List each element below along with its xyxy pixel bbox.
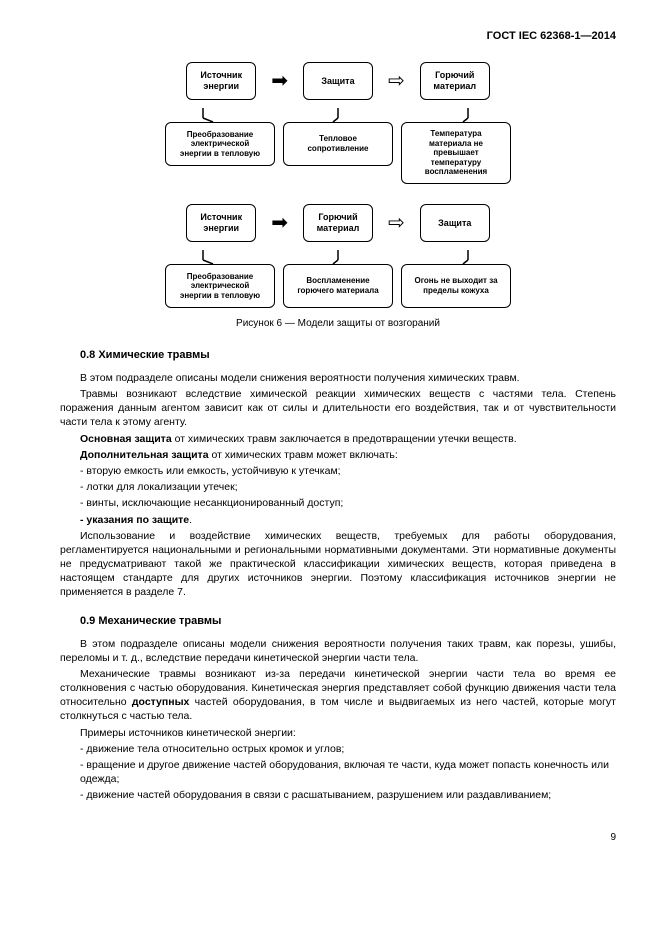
- arrow-solid-icon: ➡: [271, 213, 288, 233]
- d1-desc-source: Преобразование электрической энергии в т…: [165, 122, 275, 166]
- d2-desc-protection: Огонь не выходит за пределы кожуха: [401, 264, 511, 308]
- sec09-p1: В этом подразделе описаны модели снижени…: [60, 637, 616, 665]
- d2-node-source: Источник энергии: [186, 204, 256, 242]
- sec09-li1: - движение тела относительно острых кром…: [80, 742, 616, 756]
- page: ГОСТ IEC 62368-1—2014 Источник энергии ➡…: [0, 0, 661, 863]
- d1-node-material: Горючий материал: [420, 62, 490, 100]
- d1-node-source: Источник энергии: [186, 62, 256, 100]
- sec08-li4-bold: - указания по защите: [80, 514, 189, 526]
- section-09-title: 0.9 Механические травмы: [80, 615, 616, 627]
- figure-caption: Рисунок 6 — Модели защиты от возгораний: [60, 318, 616, 329]
- sec09-li3: - движение частей оборудования в связи с…: [80, 788, 616, 802]
- arrow-hollow-icon: ⇨: [388, 71, 405, 91]
- diagram-2: Источник энергии ➡ Горючий материал ⇨ За…: [60, 204, 616, 308]
- sec09-p2: Механические травмы возникают из-за пере…: [60, 667, 616, 724]
- d2-desc-source: Преобразование электрической энергии в т…: [165, 264, 275, 308]
- connector-lines: [158, 108, 518, 122]
- accessible-label: доступных: [132, 696, 190, 708]
- diagram-1: Источник энергии ➡ Защита ⇨ Горючий мате…: [60, 62, 616, 184]
- sec08-p3-text: от химических травм заключается в предот…: [172, 433, 517, 445]
- sec08-li1: - вторую емкость или емкость, устойчивую…: [80, 464, 616, 478]
- sec08-p3: Основная защита от химических травм закл…: [60, 432, 616, 446]
- sec08-p5: Использование и воздействие химических в…: [60, 529, 616, 600]
- d2-node-material: Горючий материал: [303, 204, 373, 242]
- sec09-li2: - вращение и другое движение частей обор…: [80, 758, 616, 786]
- arrow-solid-icon: ➡: [271, 71, 288, 91]
- d1-node-protection: Защита: [303, 62, 373, 100]
- page-number: 9: [60, 832, 616, 843]
- section-08-title: 0.8 Химические травмы: [80, 349, 616, 361]
- d1-desc-material: Температура материала не превышает темпе…: [401, 122, 511, 184]
- additional-protection-label: Дополнительная защита: [80, 449, 209, 461]
- sec09-p3: Примеры источников кинетической энергии:: [60, 726, 616, 740]
- sec08-li2: - лотки для локализации утечек;: [80, 480, 616, 494]
- d2-desc-material: Воспламенение горючего материала: [283, 264, 393, 308]
- sec08-li4: - указания по защите.: [80, 513, 616, 527]
- d2-node-protection: Защита: [420, 204, 490, 242]
- basic-protection-label: Основная защита: [80, 433, 172, 445]
- sec08-p4-text: от химических травм может включать:: [209, 449, 398, 461]
- arrow-hollow-icon: ⇨: [388, 213, 405, 233]
- sec08-li4-dot: .: [189, 514, 192, 526]
- d1-desc-protection: Тепловое сопротивление: [283, 122, 393, 166]
- document-header: ГОСТ IEC 62368-1—2014: [60, 30, 616, 42]
- sec08-p4: Дополнительная защита от химических трав…: [60, 448, 616, 462]
- sec08-p2: Травмы возникают вследствие химической р…: [60, 387, 616, 430]
- connector-lines: [158, 250, 518, 264]
- sec08-p1: В этом подразделе описаны модели снижени…: [60, 371, 616, 385]
- sec08-li3: - винты, исключающие несанкционированный…: [80, 496, 616, 510]
